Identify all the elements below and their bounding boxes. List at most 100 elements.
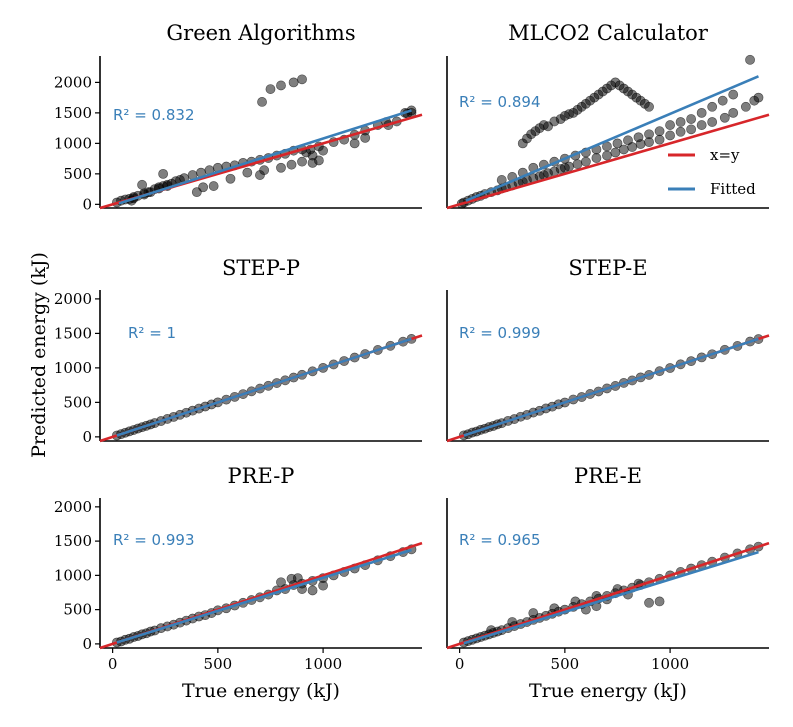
- y-tick-label: 500: [63, 393, 92, 411]
- panel-title: STEP-P: [222, 256, 300, 280]
- data-point: [307, 585, 318, 596]
- panels: Green Algorithms 0 500 1000 1500 2000 R² = 0.8…: [54, 21, 770, 702]
- y-tick-label: 1500: [54, 104, 92, 122]
- data-point: [572, 159, 583, 169]
- data-point: [318, 580, 328, 591]
- data-point: [696, 120, 707, 130]
- y-tick-label: 0: [82, 635, 92, 653]
- r2-annotation: R² = 1: [128, 324, 176, 342]
- data-point: [665, 120, 675, 130]
- data-point: [610, 147, 621, 158]
- x-tick-label: 0: [108, 655, 118, 673]
- y-tick-label: 0: [82, 428, 92, 446]
- y-tick-label: 2000: [54, 290, 92, 308]
- x-axis-label: True energy (kJ): [529, 680, 687, 702]
- data-point: [276, 162, 286, 173]
- data-point: [665, 130, 675, 141]
- data-point: [644, 129, 654, 140]
- fitted-line: [116, 548, 412, 644]
- data-point: [675, 126, 686, 137]
- r2-annotation: R² = 0.965: [459, 531, 540, 549]
- y-tick-label: 1000: [54, 134, 92, 152]
- data-point: [349, 138, 360, 149]
- data-point: [318, 145, 328, 156]
- y-tick-label: 1500: [54, 324, 92, 342]
- data-point: [581, 156, 591, 167]
- data-point: [753, 92, 764, 103]
- panel-title: PRE-P: [228, 464, 295, 488]
- data-point: [612, 138, 623, 149]
- legend: x=y Fitted: [668, 146, 756, 198]
- data-point: [198, 182, 209, 193]
- data-point: [602, 150, 612, 161]
- r2-annotation: R² = 0.993: [113, 531, 194, 549]
- data-point: [297, 74, 307, 85]
- x-axis-label: True energy (kJ): [182, 680, 340, 702]
- data-point: [307, 150, 318, 161]
- data-point: [158, 168, 169, 179]
- y-tick-label: 2000: [54, 498, 92, 516]
- panel: STEP-E R² = 0.999: [446, 256, 770, 443]
- data-point: [286, 159, 297, 170]
- x-tick-label: 1000: [304, 655, 342, 673]
- data-point: [276, 80, 286, 91]
- data-point: [297, 156, 307, 167]
- identity-line: [446, 113, 770, 210]
- data-point: [208, 181, 219, 191]
- data-point: [137, 179, 147, 190]
- data-point: [360, 132, 371, 143]
- y-axis-label: Predicted energy (kJ): [28, 252, 50, 458]
- data-point: [255, 170, 265, 180]
- data-point: [675, 117, 686, 127]
- data-point: [696, 107, 707, 118]
- y-tick-label: 1000: [54, 359, 92, 377]
- fitted-line: [465, 75, 759, 202]
- data-point: [242, 167, 253, 178]
- x-tick-label: 500: [551, 655, 580, 673]
- data-point: [623, 135, 633, 146]
- legend-label: Fitted: [710, 180, 756, 198]
- data-point: [728, 107, 739, 118]
- y-tick-label: 2000: [54, 73, 92, 91]
- panel: PRE-P 0 500 1000 1500 2000 0 500 1000 R² = 0.993 T…: [54, 464, 423, 702]
- panel: MLCO2 Calculator R² = 0.894: [446, 21, 770, 210]
- data-point: [686, 114, 697, 124]
- x-tick-label: 0: [455, 655, 465, 673]
- data-point: [288, 77, 299, 88]
- panel-title: MLCO2 Calculator: [508, 21, 709, 45]
- data-point: [257, 97, 267, 107]
- data-point: [591, 153, 602, 163]
- fitted-line: [118, 109, 412, 205]
- panel-title: PRE-E: [574, 464, 642, 488]
- data-point: [644, 597, 654, 608]
- r2-annotation: R² = 0.894: [459, 93, 540, 111]
- data-point: [265, 84, 276, 94]
- legend-label: x=y: [710, 146, 740, 164]
- fitted-line: [463, 337, 759, 437]
- panel-title: STEP-E: [568, 256, 647, 280]
- y-tick-label: 1500: [54, 532, 92, 550]
- panel-title: Green Algorithms: [166, 21, 355, 45]
- fitted-line: [463, 550, 759, 645]
- data-point: [707, 117, 718, 127]
- scatter-points: [111, 74, 417, 208]
- y-tick-label: 0: [82, 195, 92, 213]
- r2-annotation: R² = 0.999: [459, 324, 540, 342]
- data-point: [644, 101, 654, 112]
- x-tick-label: 500: [204, 655, 233, 673]
- r2-annotation: R² = 0.832: [113, 106, 194, 124]
- data-point: [719, 112, 730, 123]
- data-point: [654, 134, 665, 145]
- data-point: [686, 124, 697, 135]
- panel: PRE-E 0 500 1000 R² = 0.965 True energy (kJ): [446, 464, 770, 702]
- panel: Green Algorithms 0 500 1000 1500 2000 R² = 0.8…: [54, 21, 423, 213]
- x-tick-label: 1000: [651, 655, 689, 673]
- data-point: [728, 89, 739, 100]
- panel: STEP-P 0 500 1000 1500 2000 R² = 1: [54, 256, 423, 446]
- data-point: [654, 126, 665, 137]
- data-point: [717, 95, 728, 106]
- data-point: [745, 54, 755, 65]
- data-point: [276, 577, 286, 588]
- y-tick-label: 1000: [54, 566, 92, 584]
